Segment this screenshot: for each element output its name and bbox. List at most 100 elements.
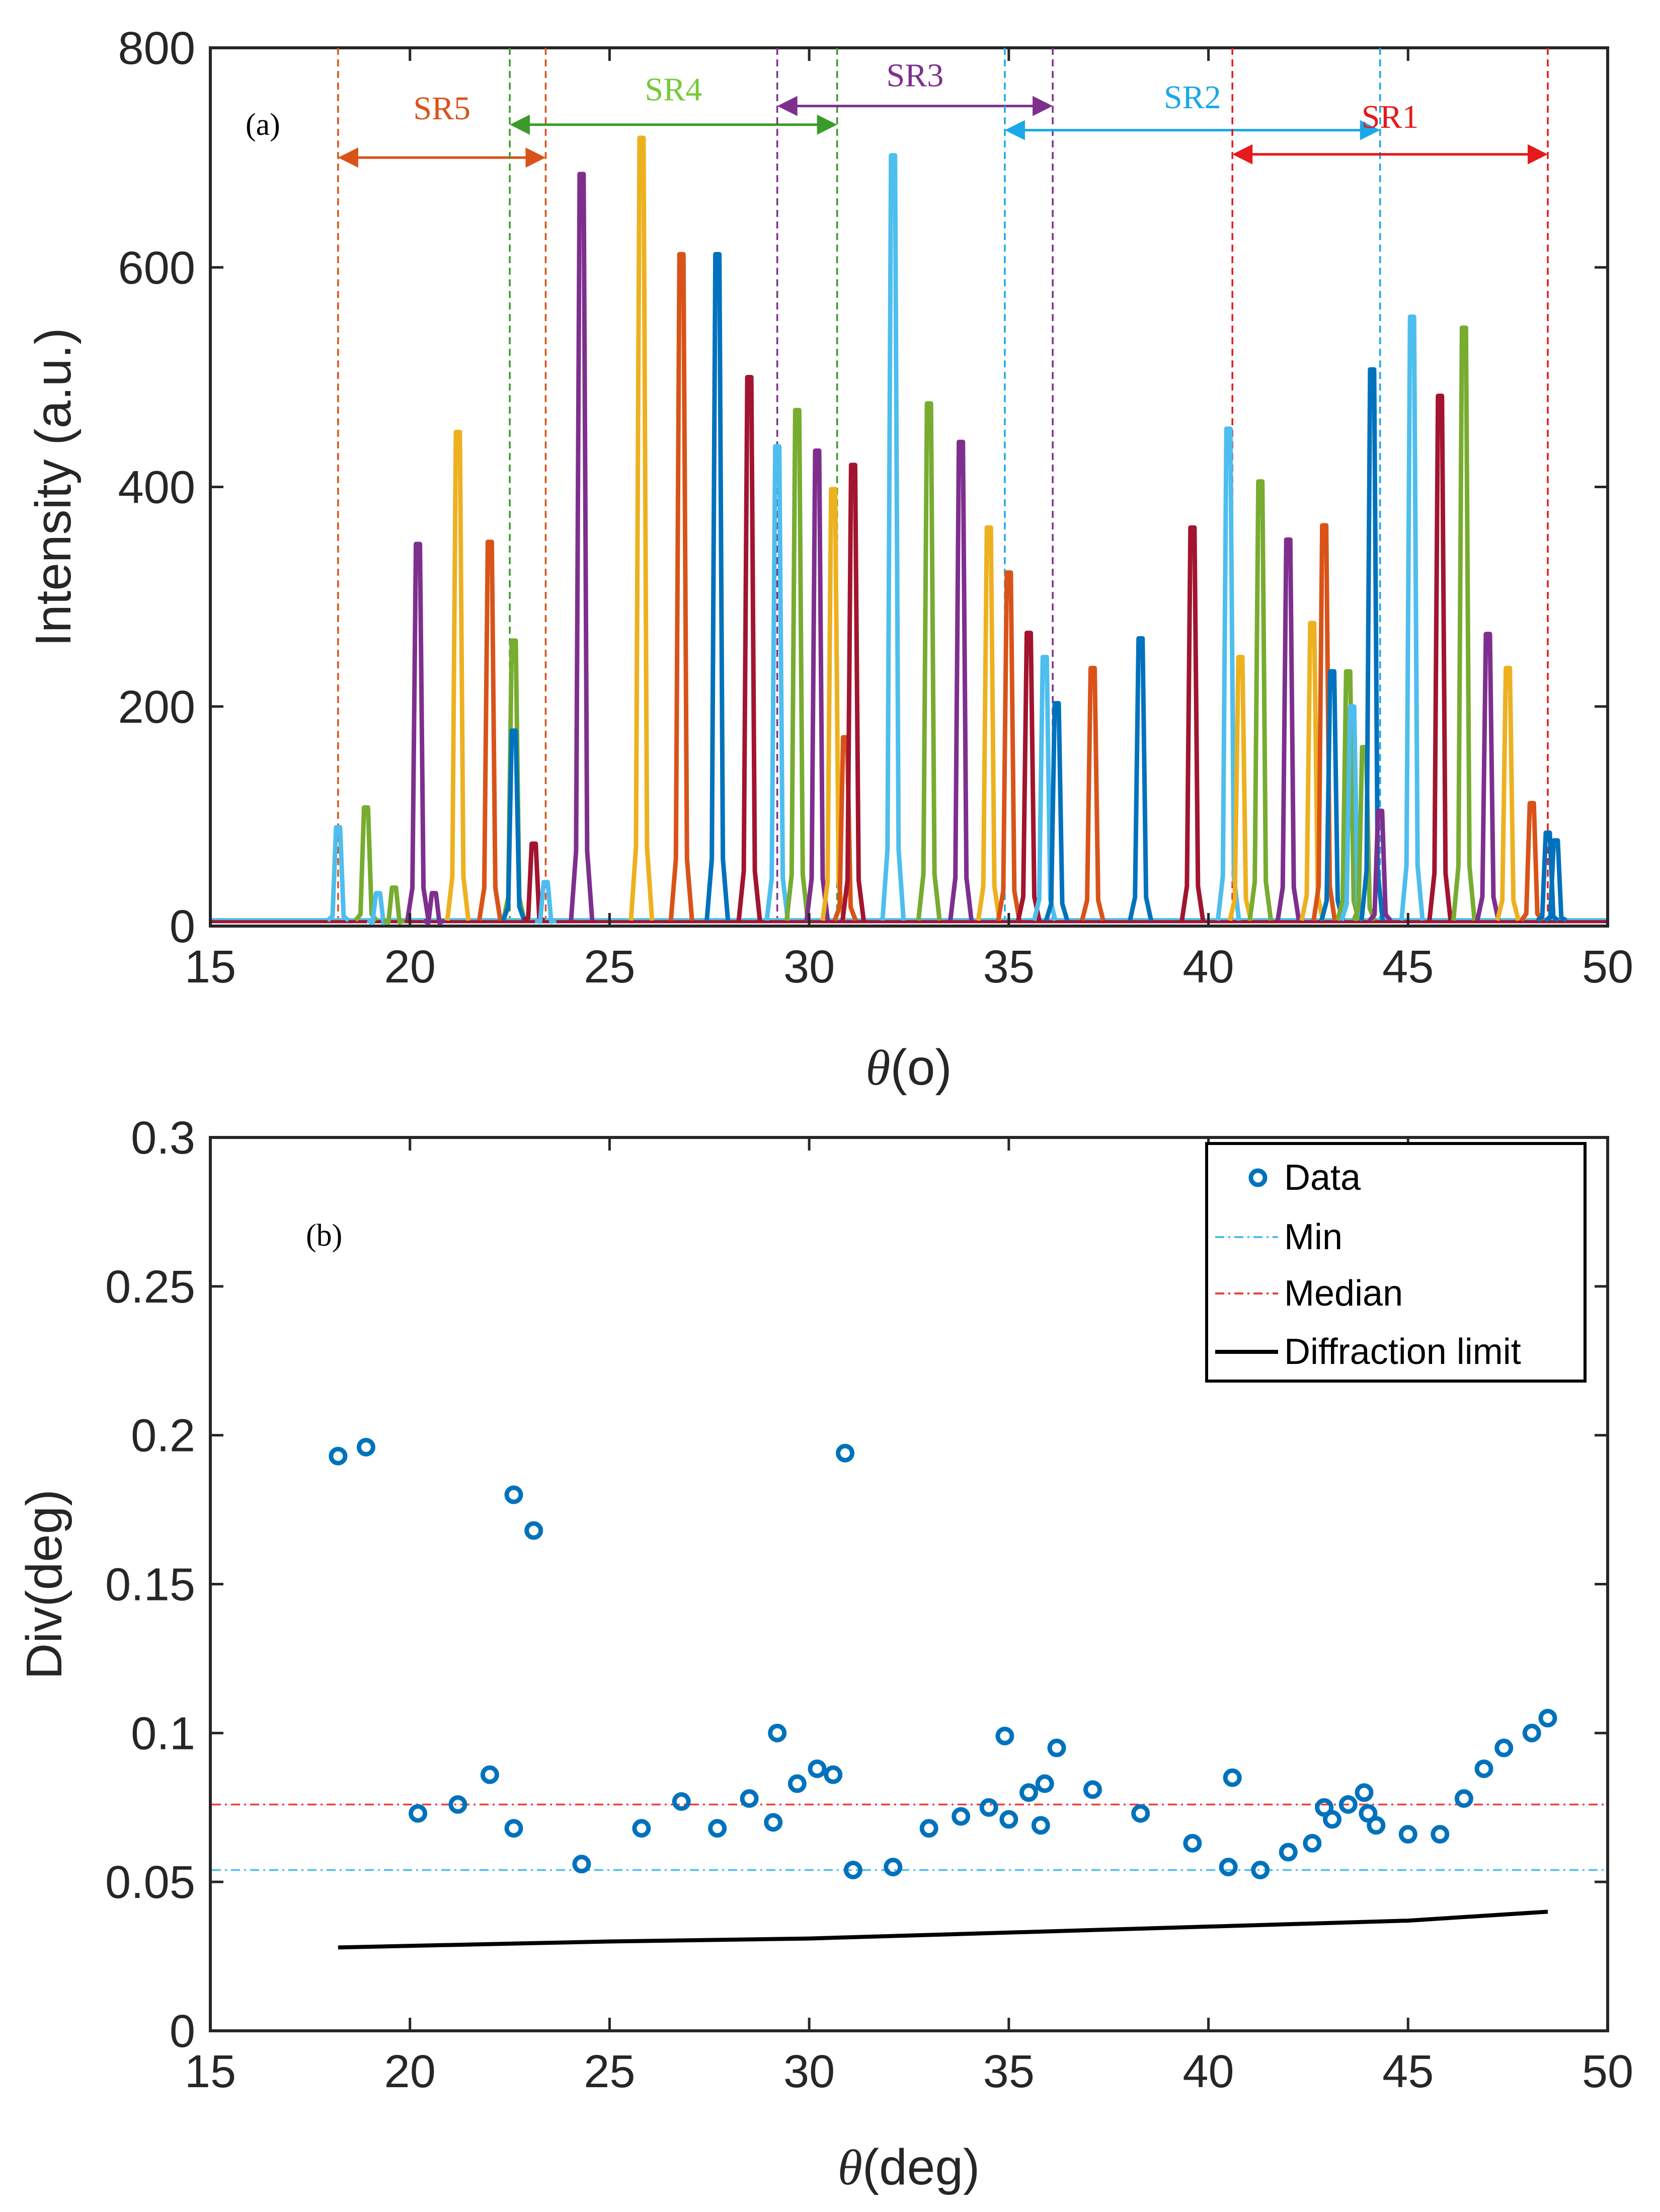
intensity-peak [477,540,503,921]
intensity-peak [784,408,810,921]
panel-a-x-axis-unit: (o) [890,1039,952,1096]
y-tick-label: 0 [170,901,195,952]
legend-min-label: Min [1284,1217,1342,1257]
data-point [480,1765,499,1784]
legend-diffraction-label: Diffraction limit [1284,1332,1521,1372]
panel-a-ticks: 15 20 25 30 35 40 45 50 0 200 400 600 800 [118,23,1634,993]
data-point [979,1798,998,1817]
legend-data-label: Data [1284,1158,1361,1198]
data-point [632,1819,651,1838]
panel-b-divergence-chart: 15 20 25 30 35 40 45 50 0 0.05 0.1 0.15 0.2 0.25 0.3 (… [16,1112,1633,2195]
data-point [1315,1798,1334,1817]
y-tick-label: 200 [118,681,196,733]
x-tick-label: 20 [384,2046,436,2097]
intensity-peak [996,570,1022,921]
region-arrowhead-right [525,147,546,168]
data-point [1538,1709,1557,1728]
panel-b-x-axis-unit: (deg) [862,2139,980,2195]
intensity-peak [916,401,942,921]
data-point [1035,1774,1054,1793]
intensity-peak [948,439,974,921]
data-point [1359,1804,1378,1823]
diffraction-limit-line [338,1910,1548,1950]
x-tick-label: 45 [1382,941,1434,993]
panel-a-x-axis-label: θ(o) [865,1039,952,1096]
intensity-peak [569,172,595,921]
intensity-peak [1044,701,1070,922]
region-label: SR1 [1362,99,1419,135]
data-point [572,1855,591,1874]
intensity-peak [1311,523,1337,921]
data-point [1431,1825,1450,1844]
panel-b-tag: (b) [306,1218,342,1253]
intensity-peak [1351,744,1377,922]
intensity-peak [736,374,762,921]
intensity-peak [764,444,791,921]
intensity-peak [501,728,527,922]
intensity-peak [1536,830,1560,923]
panel-a-tag: (a) [246,108,280,142]
region-label: SR2 [1164,79,1221,116]
y-tick-label: 800 [118,23,196,74]
x-tick-label: 40 [1182,2046,1234,2097]
x-tick-label: 45 [1382,2046,1434,2097]
data-point [1303,1834,1322,1853]
data-point [1323,1810,1342,1829]
data-point [1338,1795,1358,1814]
data-point [448,1795,467,1814]
intensity-peak [1399,314,1425,921]
region-arrowhead-right [817,114,837,135]
panel-b-y-axis-label: Div(deg) [16,1489,72,1680]
data-point [329,1446,348,1466]
intensity-peak [668,252,694,921]
intensity-peak [1319,669,1345,922]
data-point [1223,1768,1242,1787]
data-point [1522,1723,1541,1742]
data-point [919,1819,938,1838]
intensity-peak [1128,636,1154,922]
panel-b-ticks: 15 20 25 30 35 40 45 50 0 0.05 0.1 0.15 0.2 0.25 0.3 [105,1112,1633,2097]
intensity-peak [840,463,866,921]
intensity-peak [1368,808,1393,922]
x-tick-label: 15 [185,941,236,993]
intensity-peak [880,153,906,921]
x-tick-label: 40 [1182,941,1234,993]
y-tick-label: 0.2 [131,1410,195,1462]
data-point [1019,1783,1039,1802]
data-point [884,1858,903,1877]
intensity-peak [1016,631,1042,922]
y-tick-label: 0.1 [131,1708,195,1759]
data-point [1031,1816,1050,1835]
y-tick-label: 400 [118,462,196,513]
intensity-peak [1359,367,1385,921]
data-point [740,1789,759,1808]
data-point [999,1810,1018,1829]
intensity-peak [1275,537,1301,921]
x-tick-label: 15 [185,2046,236,2097]
region-arrowhead-left [510,114,530,135]
data-point [708,1819,727,1838]
x-tick-label: 50 [1582,2046,1633,2097]
region-arrowhead-right [1527,144,1548,165]
intensity-peak [445,429,471,921]
data-point [764,1813,783,1832]
y-tick-label: 600 [118,242,196,293]
region-arrowhead-left [1232,144,1253,165]
intensity-peak [976,525,1002,921]
region-arrowhead-left [338,147,358,168]
data-point [1398,1825,1417,1844]
data-point [1454,1789,1473,1808]
region-arrowhead-left [1004,120,1025,140]
region-arrowhead-right [1360,120,1380,140]
panel-a-peak-lines [212,135,1606,925]
data-point [1474,1759,1493,1778]
data-point [1047,1738,1066,1758]
intensity-peak [1519,801,1544,922]
data-point [1183,1834,1202,1853]
panel-b-data-points [329,1437,1557,1879]
y-tick-label: 0.25 [105,1261,195,1313]
panel-a-plot-frame [209,46,1609,928]
panel-a-intensity-chart: SR5 SR4 SR3 SR2 SR1 15 20 25 30 35 40 45 50 0 200 400 6… [25,23,1633,1096]
intensity-peak [1427,393,1453,921]
data-point [995,1726,1014,1745]
